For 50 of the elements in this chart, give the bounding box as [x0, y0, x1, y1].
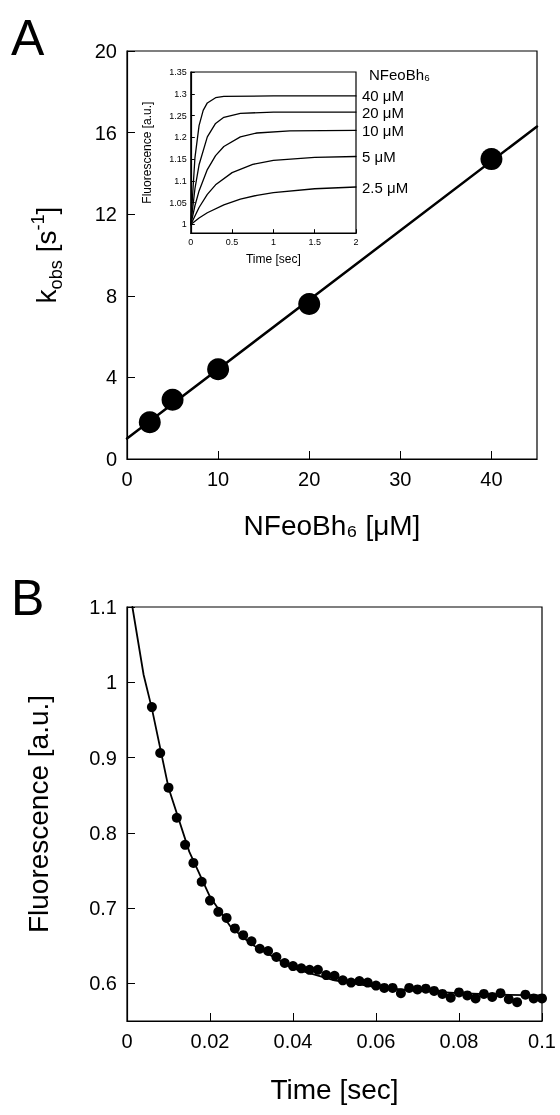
x-tick-label: 2	[353, 236, 359, 247]
y-tick-label: 1	[105, 671, 117, 694]
x-tick-label: 0.1	[528, 1030, 556, 1052]
y-tick-label: 1.2	[174, 132, 187, 143]
x-axis-title: Time [sec]	[245, 252, 301, 266]
y-axis-title: Fluorescence [a.u.]	[140, 101, 154, 204]
x-tick-label: 0	[121, 468, 133, 490]
x-tick-label: 20	[298, 468, 321, 490]
series-label: 2.5 μM	[362, 178, 409, 196]
y-tick-label: 16	[94, 121, 117, 144]
y-tick-label: 1.05	[169, 197, 187, 208]
y-tick-label: 8	[105, 284, 117, 307]
y-tick-label: 1.25	[169, 110, 187, 121]
x-tick-label: 0	[188, 236, 194, 247]
series-label: 5 μM	[362, 148, 396, 166]
chart-title: B	[11, 569, 45, 626]
y-tick-label: 1.15	[169, 154, 187, 165]
series-label: 40 μM	[362, 87, 404, 105]
y-axis-title: Fluorescence [a.u.]	[23, 694, 55, 934]
y-tick-label: 0.9	[89, 746, 117, 769]
series-label: 10 μM	[362, 121, 404, 139]
x-tick-label: 0.5	[225, 236, 239, 247]
x-axis-title: Time [sec]	[270, 1073, 399, 1105]
x-tick-label: 0.04	[273, 1030, 313, 1052]
y-tick-label: 1.1	[89, 596, 117, 618]
x-tick-label: 1.5	[308, 236, 321, 247]
y-tick-label: 20	[94, 40, 117, 62]
y-tick-label: 1.1	[174, 175, 187, 186]
x-tick-label: 10	[206, 468, 230, 490]
y-tick-label: 4	[105, 366, 117, 389]
chart-title: A	[11, 9, 45, 66]
y-tick-label: 0.6	[89, 972, 117, 995]
y-tick-label: 0	[105, 448, 117, 470]
y-tick-label: 0.7	[89, 897, 117, 920]
legend-title: NFeoBh₆	[369, 66, 431, 84]
x-tick-label: 0.06	[356, 1030, 396, 1052]
x-tick-label: 1	[270, 236, 276, 247]
x-tick-label: 30	[389, 468, 412, 490]
y-axis-title: kobs [s-1]	[27, 206, 66, 304]
y-tick-label: 1	[181, 219, 187, 230]
x-tick-label: 0.08	[439, 1030, 479, 1052]
x-axis-title: NFeoBh₆ [μM]	[243, 509, 421, 541]
series-label: 20 μM	[362, 103, 404, 121]
x-tick-label: 0	[121, 1030, 133, 1052]
x-tick-label: 0.02	[190, 1030, 230, 1052]
y-tick-label: 1.35	[169, 67, 187, 77]
y-tick-label: 0.8	[89, 821, 117, 844]
x-tick-label: 40	[480, 468, 503, 490]
y-tick-label: 1.3	[174, 88, 187, 99]
y-tick-label: 12	[94, 203, 117, 226]
